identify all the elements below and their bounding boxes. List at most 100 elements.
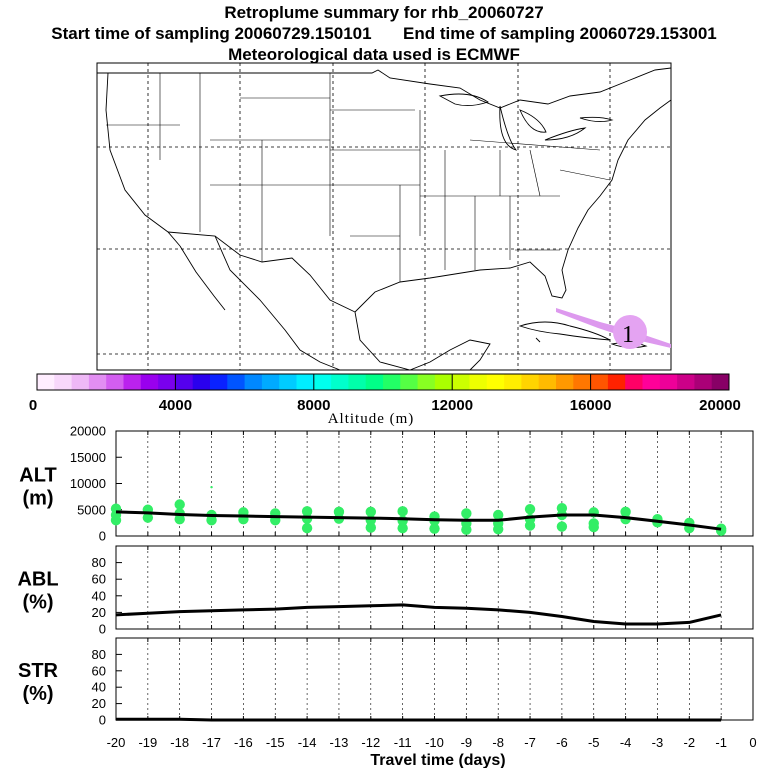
x-tick-label: -18 [170, 735, 189, 750]
start-time: Start time of sampling 20060729.150101 [51, 24, 372, 43]
colorbar-swatch [175, 374, 194, 390]
colorbar-swatch [573, 374, 592, 390]
colorbar-swatch [227, 374, 246, 390]
colorbar-swatch [71, 374, 90, 390]
series-line-abl [115, 603, 722, 626]
x-tick-label: -16 [234, 735, 253, 750]
altitude-scatter-point [110, 515, 122, 526]
colorbar-swatch [625, 374, 643, 390]
x-tick-label: -5 [588, 735, 600, 750]
y-tick-label: 20 [92, 605, 106, 620]
y-tick-label: 80 [92, 555, 106, 570]
altitude-scatter-point [461, 524, 472, 535]
colorbar-swatch [486, 374, 505, 390]
y-tick-label: 60 [92, 663, 106, 678]
series-line-alt [115, 510, 722, 531]
altitude-scatter-point [174, 514, 185, 525]
altitude-scatter-point [524, 504, 536, 515]
altitude-scatter-point [174, 499, 185, 510]
altitude-scatter-point [206, 515, 217, 526]
chart-title: Retroplume summary for rhb_20060727 [224, 3, 544, 22]
altitude-scatter-point [301, 506, 313, 517]
panel-label-abl: ABL [17, 569, 58, 591]
colorbar-title: Altitude (m) [328, 411, 415, 427]
y-tick-label: 60 [92, 572, 106, 587]
x-tick-label: -19 [138, 735, 157, 750]
colorbar-tick-label: 20000 [699, 397, 741, 414]
altitude-scatter-point [210, 485, 213, 489]
colorbar-tick-label: 8000 [297, 397, 330, 414]
x-tick-label: -20 [107, 735, 126, 750]
altitude-scatter-point [524, 520, 536, 531]
y-tick-label: 80 [92, 647, 106, 662]
x-tick-label: -4 [620, 735, 632, 750]
colorbar-tick-label: 16000 [570, 397, 612, 414]
altitude-scatter-point [301, 522, 313, 534]
x-tick-label: -11 [394, 735, 412, 750]
colorbar-swatch [37, 374, 55, 390]
x-tick-label: -10 [425, 735, 444, 750]
colorbar-swatch [348, 374, 367, 390]
colorbar-frame [36, 373, 730, 391]
x-tick-label: -14 [298, 735, 317, 750]
altitude-scatter-point [397, 506, 408, 517]
colorbar-swatch [140, 374, 159, 390]
x-tick-label: 0 [749, 735, 756, 750]
x-tick-label: -12 [361, 735, 380, 750]
altitude-scatter-point [365, 506, 376, 518]
colorbar-tick-label: 4000 [159, 397, 192, 414]
panel-label-str: STR [18, 660, 59, 682]
colorbar-swatch [365, 374, 384, 390]
x-tick-label: -1 [715, 735, 727, 750]
x-tick-label: -8 [492, 735, 504, 750]
y-tick-label: 0 [99, 713, 106, 728]
colorbar-swatch [210, 374, 228, 390]
sampling-times: Start time of sampling 20060729.150101 E… [0, 24, 768, 44]
colorbar-swatch [590, 374, 609, 390]
panel-unit-abl: (%) [22, 592, 53, 614]
map-panel: 1 [96, 62, 672, 371]
y-tick-label: 20000 [70, 424, 106, 439]
end-time: End time of sampling 20060729.153001 [403, 24, 717, 43]
altitude-scatter-point [365, 522, 376, 533]
colorbar-swatch [123, 374, 142, 390]
x-tick-label: -3 [652, 735, 664, 750]
colorbar-swatch [607, 374, 626, 390]
series-line-str [116, 717, 722, 722]
colorbar-swatch [383, 374, 401, 390]
plume-trajectory: 1 [556, 308, 671, 349]
colorbar-swatch [88, 374, 107, 390]
colorbar-tick-label: 12000 [431, 397, 473, 414]
panel-label-alt: ALT [19, 465, 56, 487]
altitude-scatter-point [461, 508, 472, 519]
receptor-cloud [613, 315, 647, 349]
colorbar-swatch [434, 374, 453, 390]
colorbar-swatch [244, 374, 263, 390]
y-tick-label: 0 [99, 529, 106, 544]
y-tick-label: 15000 [70, 450, 106, 465]
colorbar-swatch [452, 374, 470, 390]
colorbar-swatch [261, 374, 280, 390]
altitude-scatter-point [715, 525, 727, 536]
colorbar-swatch [54, 374, 73, 390]
x-tick-label: -2 [684, 735, 696, 750]
y-tick-label: 5000 [77, 502, 106, 517]
colorbar-swatch [711, 374, 730, 390]
y-tick-label: 20 [92, 696, 106, 711]
x-tick-label: -17 [202, 735, 221, 750]
altitude-colorbar: 0 4000 8000 12000 16000 20000 [29, 373, 741, 414]
x-tick-label: -6 [556, 735, 568, 750]
colorbar-tick-label: 0 [29, 397, 37, 414]
altitude-scatter-point [397, 522, 408, 534]
colorbar-swatch [158, 374, 176, 390]
colorbar-swatch [192, 374, 211, 390]
y-tick-label: 0 [99, 622, 106, 637]
altitude-scatter-point [301, 513, 313, 524]
colorbar-swatch [538, 374, 557, 390]
time-series-panels: 20000150001000050000ALT(m)806040200ABL(%… [17, 424, 756, 768]
colorbar-swatch [313, 374, 332, 390]
altitude-scatter-point [493, 523, 504, 535]
x-tick-label: -13 [330, 735, 349, 750]
altitude-scatter-point [556, 521, 568, 532]
